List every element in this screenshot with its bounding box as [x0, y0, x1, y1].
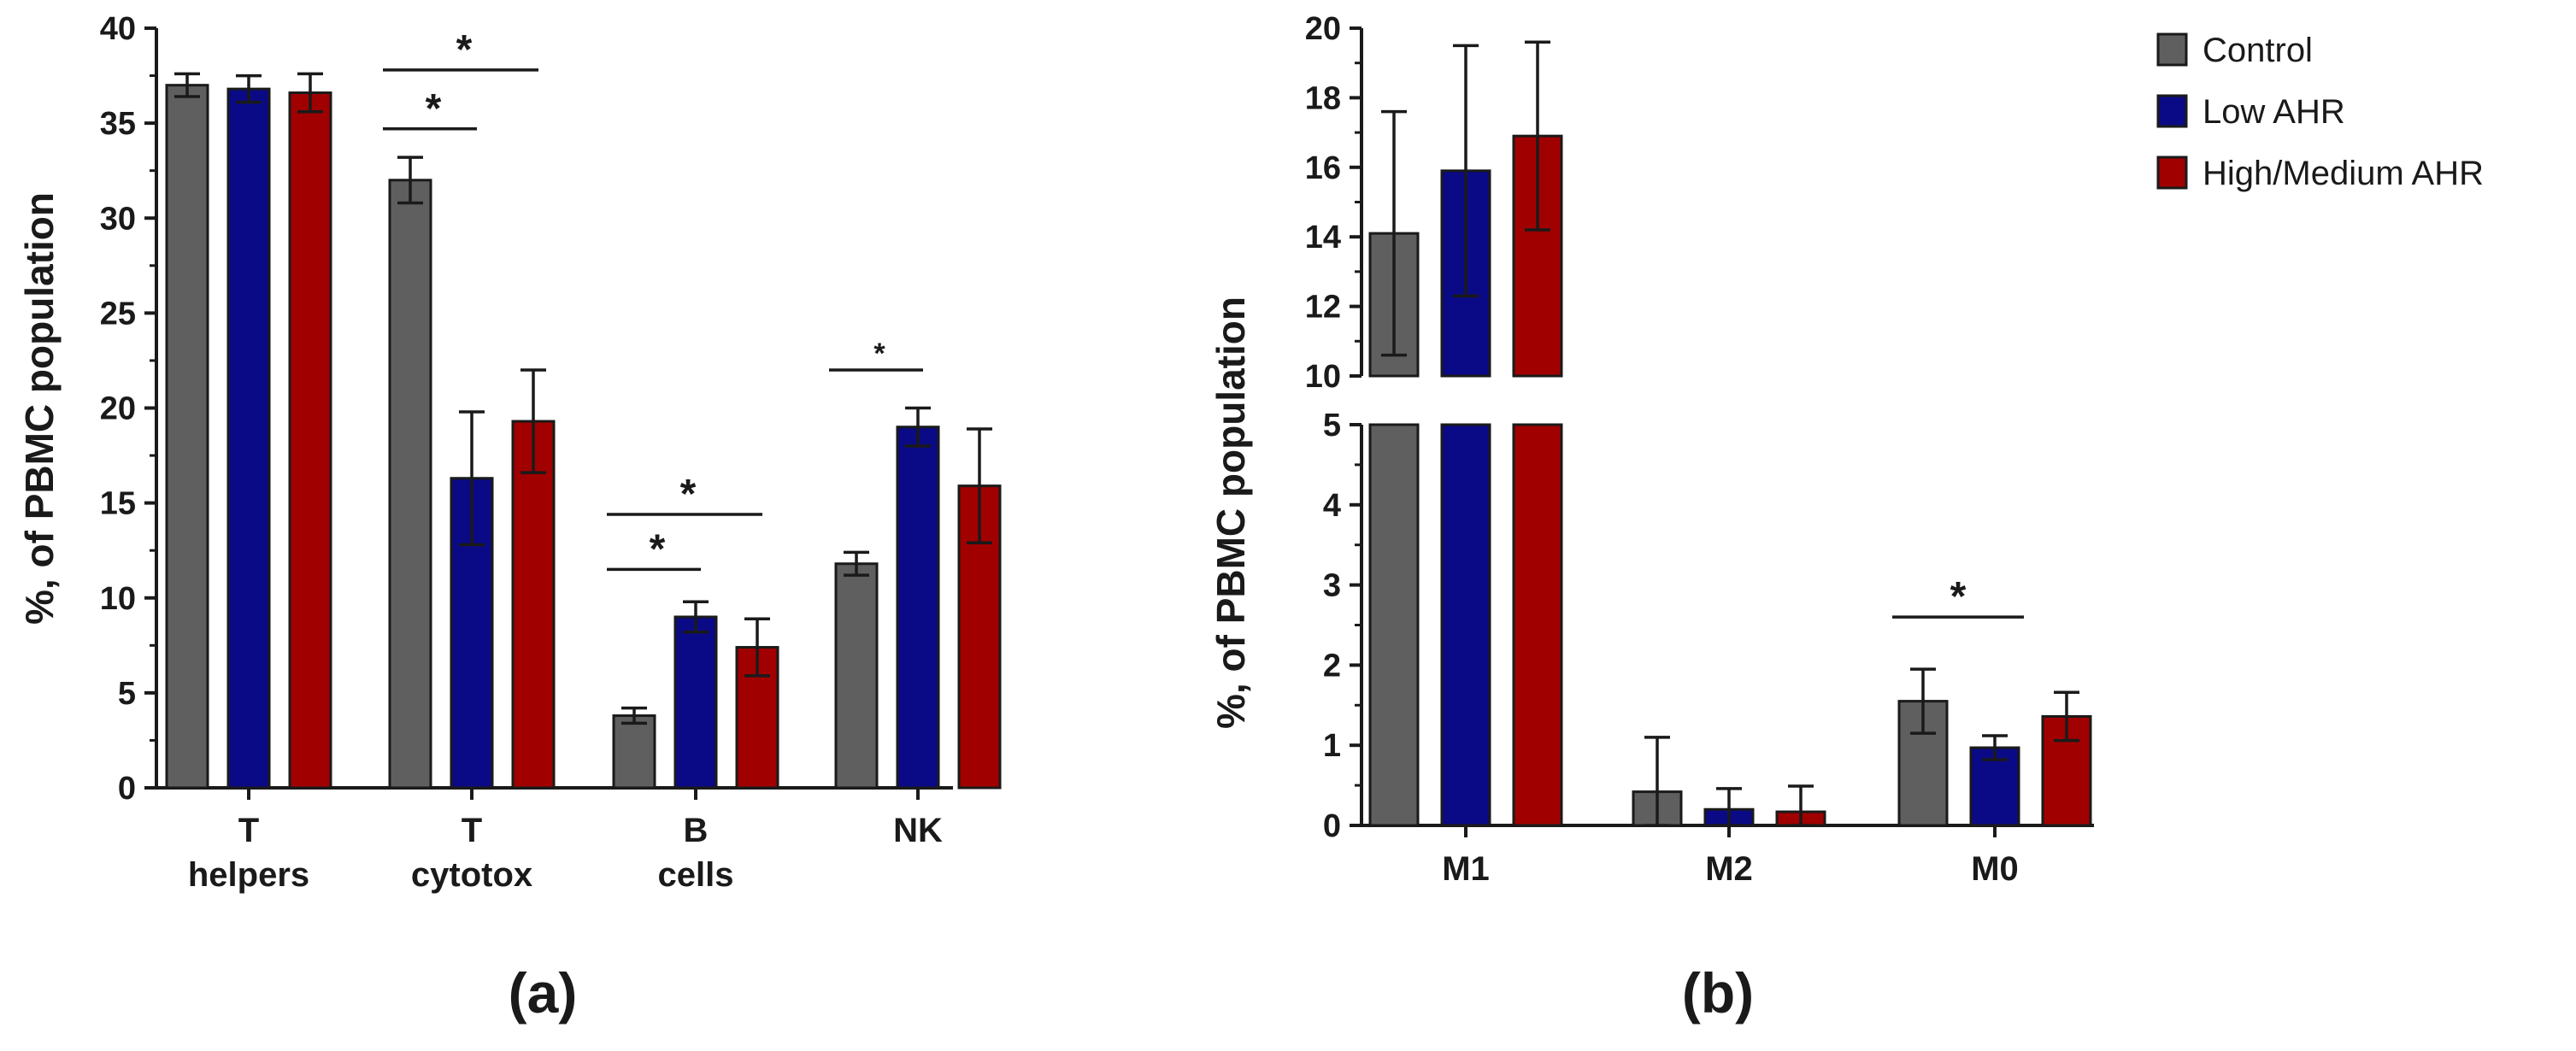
legend-label-control: Control [2203, 32, 2313, 69]
legend-item-high: High/Medium AHR [2156, 155, 2484, 192]
y-tick-label-lower-b: 3 [1323, 568, 1341, 604]
legend-swatch-low [2156, 94, 2188, 128]
legend-swatch-high [2156, 156, 2188, 190]
bar-a-low [226, 87, 271, 790]
y-tick-label-lower-b: 4 [1323, 488, 1341, 524]
category-label-a: helpers [188, 856, 309, 894]
y-tick-label-a: 10 [100, 581, 136, 617]
y-tick-label-upper-b: 16 [1305, 150, 1341, 186]
bar-lower-b-high [1512, 423, 1563, 827]
y-tick-label-a: 30 [100, 201, 136, 237]
legend-item-low: Low AHR [2156, 93, 2345, 131]
y-tick-label-lower-b: 0 [1323, 808, 1341, 844]
category-label-b: M2 [1705, 850, 1753, 888]
category-label-a: T [462, 812, 482, 849]
significance-star-a: * [456, 27, 473, 73]
y-tick-label-lower-b: 1 [1323, 728, 1341, 764]
bar-a-high [288, 91, 332, 790]
significance-star-a: * [873, 338, 885, 370]
y-tick-label-a: 20 [100, 391, 136, 427]
legend: Control Low AHR High/Medium AHR [2156, 32, 2484, 192]
bar-a-control [388, 179, 432, 790]
legend-label-high: High/Medium AHR [2203, 155, 2484, 192]
y-tick-label-a: 15 [100, 486, 136, 522]
y-tick-label-upper-b: 20 [1305, 11, 1341, 47]
panel-label-a: (a) [509, 961, 578, 1025]
y-tick-label-a: 25 [100, 296, 136, 332]
significance-star-a: * [426, 86, 442, 132]
bar-a-low [673, 615, 718, 790]
category-label-a: cells [658, 856, 734, 894]
y-axis-title-b: %, of PBMC population [1209, 297, 1253, 729]
bar-a-control [834, 562, 879, 790]
category-label-b: M1 [1442, 850, 1490, 888]
legend-label-low: Low AHR [2203, 93, 2345, 131]
legend-item-control: Control [2156, 32, 2313, 69]
category-label-a: cytotox [411, 856, 532, 894]
y-tick-label-upper-b: 12 [1305, 290, 1341, 326]
category-label-a: NK [893, 812, 943, 849]
y-tick-label-lower-b: 2 [1323, 648, 1341, 684]
category-label-a: B [684, 812, 709, 849]
legend-swatch-control [2156, 32, 2188, 67]
significance-star-a: * [650, 526, 666, 572]
y-tick-label-lower-b: 5 [1323, 408, 1341, 443]
bar-a-control [612, 714, 656, 790]
bar-lower-b-control [1368, 423, 1420, 827]
bar-a-high [511, 420, 556, 790]
significance-star-a: * [680, 472, 697, 517]
y-tick-label-upper-b: 14 [1305, 220, 1341, 255]
bar-lower-b-low [1440, 423, 1491, 827]
bar-b-high [2041, 714, 2092, 827]
y-tick-label-a: 5 [118, 676, 136, 712]
bar-a-control [165, 84, 209, 790]
y-tick-label-a: 40 [100, 11, 136, 47]
y-tick-label-upper-b: 18 [1305, 80, 1341, 116]
panel-label-b: (b) [1682, 961, 1754, 1025]
y-tick-label-a: 0 [118, 771, 136, 807]
y-tick-label-upper-b: 10 [1305, 359, 1341, 395]
chart-a: 0 5 10 15 20 25 30 35 40 %, of PBMC population The… [17, 11, 1002, 894]
category-label-a: T [238, 812, 259, 849]
y-axis-title-a: %, of PBMC population [17, 192, 62, 625]
y-tick-label-a: 35 [100, 106, 136, 142]
bar-a-low [896, 426, 940, 790]
significance-star-b: * [1950, 574, 1967, 619]
category-label-b: M0 [1971, 850, 2019, 888]
